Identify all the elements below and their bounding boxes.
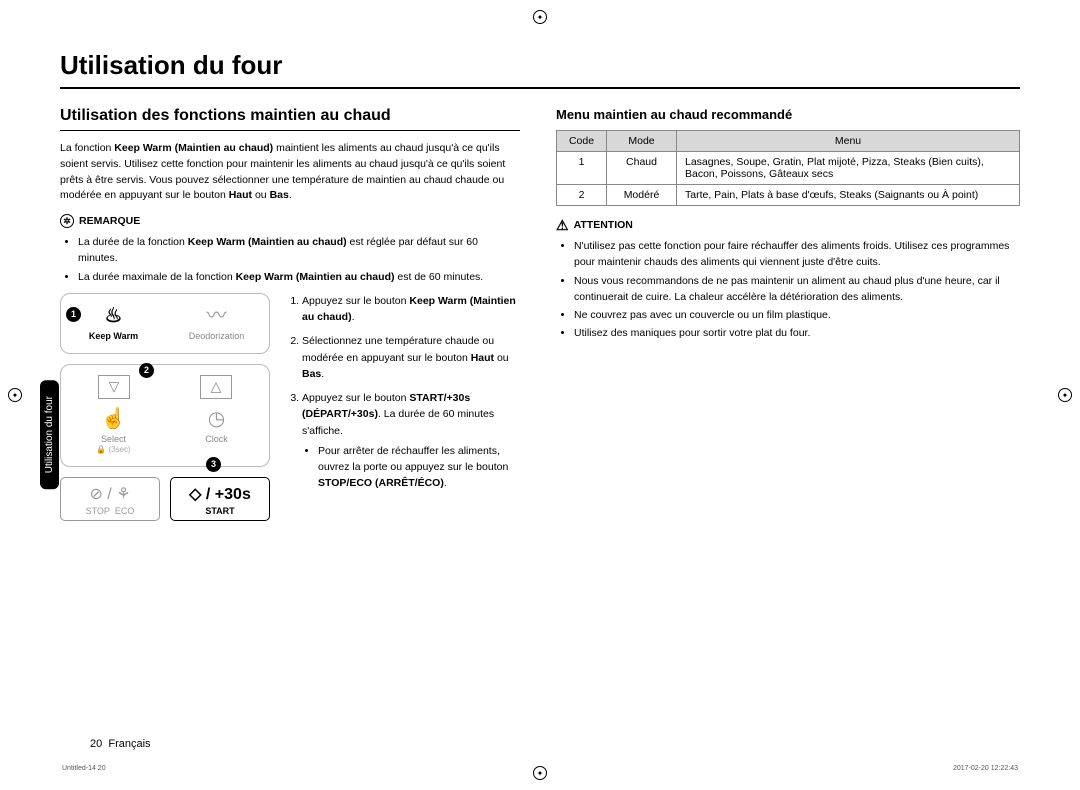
- table-header: Menu: [677, 131, 1020, 152]
- remarque-list: La durée de la fonction Keep Warm (Maint…: [60, 234, 520, 285]
- attention-list: N'utilisez pas cette fonction pour faire…: [556, 238, 1020, 342]
- info-icon: ✲: [60, 214, 74, 228]
- step-marker-2: 2: [139, 363, 154, 378]
- eco-icon: ⚘: [116, 486, 130, 503]
- up-arrow-icon: △: [200, 375, 232, 399]
- recommended-menu-table: Code Mode Menu 1 Chaud Lasagnes, Soupe, …: [556, 130, 1020, 206]
- page-footer: 20 Français: [90, 738, 151, 750]
- page-language: Français: [108, 738, 150, 750]
- steps-column: Appuyez sur le bouton Keep Warm (Maintie…: [284, 293, 520, 521]
- page-title: Utilisation du four: [60, 50, 1020, 89]
- keep-warm-icon: ♨: [71, 304, 156, 328]
- table-header: Code: [557, 131, 607, 152]
- intro-paragraph: La fonction Keep Warm (Maintien au chaud…: [60, 141, 520, 204]
- attention-item: N'utilisez pas cette fonction pour faire…: [574, 238, 1020, 271]
- table-cell: Tarte, Pain, Plats à base d'œufs, Steaks…: [677, 185, 1020, 206]
- down-arrow-icon: ▽: [98, 375, 130, 399]
- content-columns: Utilisation des fonctions maintien au ch…: [60, 107, 1020, 521]
- step-marker-3: 3: [206, 457, 221, 472]
- step-sub-list: Pour arrêter de réchauffer les aliments,…: [302, 443, 520, 492]
- step-item: Sélectionnez une température chaude ou m…: [302, 333, 520, 382]
- table-header-row: Code Mode Menu: [557, 131, 1020, 152]
- attention-label: ATTENTION: [574, 219, 633, 231]
- clock-button: ◷ Clock: [174, 407, 259, 454]
- crop-mark-top: [533, 10, 547, 24]
- step-sub-item: Pour arrêter de réchauffer les aliments,…: [318, 443, 520, 492]
- crop-mark-left: [8, 388, 22, 402]
- start-icon: ◇: [189, 486, 201, 503]
- remarque-label: REMARQUE: [79, 215, 140, 227]
- start-button: ◇ / +30s START: [170, 477, 270, 521]
- footer-meta-left: Untitled-14 20: [62, 765, 106, 772]
- table-row: 2 Modéré Tarte, Pain, Plats à base d'œuf…: [557, 185, 1020, 206]
- panel-top: ♨ Keep Warm 〰 Deodorization: [60, 293, 270, 354]
- table-cell: Modéré: [607, 185, 677, 206]
- step-item: Appuyez sur le bouton Keep Warm (Maintie…: [302, 293, 520, 326]
- crop-mark-right: [1058, 388, 1072, 402]
- left-column: Utilisation des fonctions maintien au ch…: [60, 107, 520, 521]
- panel-bottom: ⊘ / ⚘ STOP ECO ◇ / +30s START: [60, 477, 270, 521]
- control-panel-diagram: 1 ♨ Keep Warm 〰 Deodorization 2: [60, 293, 270, 521]
- clock-icon: ◷: [174, 407, 259, 431]
- table-row: 1 Chaud Lasagnes, Soupe, Gratin, Plat mi…: [557, 152, 1020, 185]
- deodorization-icon: 〰: [174, 304, 259, 328]
- hand-icon: ☝: [71, 407, 156, 431]
- table-cell: Lasagnes, Soupe, Gratin, Plat mijoté, Pi…: [677, 152, 1020, 185]
- table-header: Mode: [607, 131, 677, 152]
- section-side-tab: Utilisation du four: [40, 380, 59, 489]
- right-column: Menu maintien au chaud recommandé Code M…: [556, 107, 1020, 521]
- remarque-item: La durée maximale de la fonction Keep Wa…: [78, 269, 520, 285]
- attention-item: Utilisez des maniques pour sortir votre …: [574, 325, 1020, 341]
- stop-eco-button: ⊘ / ⚘ STOP ECO: [60, 477, 160, 521]
- remarque-item: La durée de la fonction Keep Warm (Maint…: [78, 234, 520, 267]
- step-item: Appuyez sur le bouton START/+30s (DÉPART…: [302, 390, 520, 492]
- attention-item: Ne couvrez pas avec un couvercle ou un f…: [574, 307, 1020, 323]
- keep-warm-button: ♨ Keep Warm: [71, 304, 156, 341]
- attention-item: Nous vous recommandons de ne pas mainten…: [574, 273, 1020, 306]
- stop-icon: ⊘: [89, 486, 102, 503]
- table-cell: Chaud: [607, 152, 677, 185]
- step-marker-1: 1: [66, 307, 81, 322]
- table-heading: Menu maintien au chaud recommandé: [556, 107, 1020, 122]
- select-button: ☝ Select 🔒 (3sec): [71, 407, 156, 454]
- deodorization-button: 〰 Deodorization: [174, 304, 259, 341]
- footer-meta-right: 2017-02-20 12:22:43: [953, 765, 1018, 772]
- table-cell: 2: [557, 185, 607, 206]
- page-number: 20: [90, 738, 102, 750]
- lock-icon: 🔒: [96, 445, 106, 454]
- warning-icon: ⚠: [556, 218, 569, 232]
- steps-list: Appuyez sur le bouton Keep Warm (Maintie…: [284, 293, 520, 492]
- remarque-heading: ✲ REMARQUE: [60, 214, 520, 228]
- crop-mark-bottom: [533, 766, 547, 780]
- diagram-and-steps: 1 ♨ Keep Warm 〰 Deodorization 2: [60, 293, 520, 521]
- attention-heading: ⚠ ATTENTION: [556, 218, 1020, 232]
- panel-mid: 2 ▽ △ ☝ Select 🔒 (3sec) ◷ Clock: [60, 364, 270, 467]
- table-cell: 1: [557, 152, 607, 185]
- section-heading: Utilisation des fonctions maintien au ch…: [60, 107, 520, 131]
